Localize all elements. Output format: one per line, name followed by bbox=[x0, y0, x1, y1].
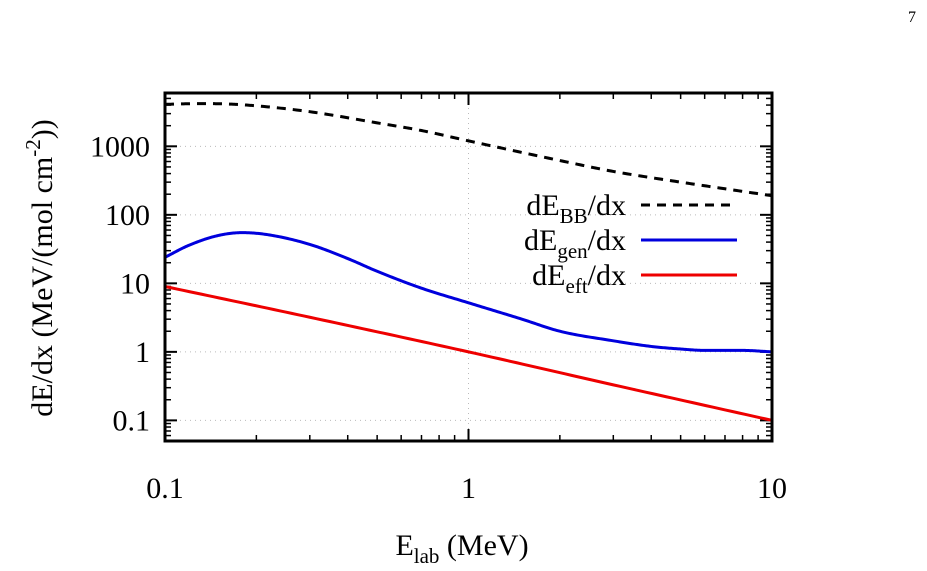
legend-label-sub: gen bbox=[557, 239, 588, 263]
legend-label-base: dE bbox=[526, 189, 559, 222]
y-axis-label-pre: dE/dx (MeV/(mol cm bbox=[26, 157, 59, 417]
x-axis-label-base: E bbox=[395, 529, 413, 562]
y-tick-label: 1 bbox=[135, 336, 150, 369]
legend-label-rest: /dx bbox=[588, 224, 626, 257]
y-axis-ticks: 0.1 1 10 100 1000 bbox=[90, 97, 772, 437]
y-tick-label: 1000 bbox=[90, 130, 150, 163]
y-axis-label-post: )) bbox=[26, 119, 59, 139]
series-group bbox=[164, 102, 773, 422]
legend-label-rest: /dx bbox=[588, 259, 626, 292]
plot-frame bbox=[163, 91, 774, 443]
x-tick-label: 0.1 bbox=[146, 472, 184, 505]
x-tick-label: 1 bbox=[461, 472, 476, 505]
legend-label-eft: dEeft/dx bbox=[532, 259, 626, 298]
page-number: 7 bbox=[908, 9, 916, 26]
x-axis-ticks: 0.1 1 10 bbox=[146, 93, 787, 505]
series-line-bb bbox=[164, 102, 773, 198]
x-axis-label-rest: (MeV) bbox=[439, 529, 528, 562]
y-axis-label: dE/dx (MeV/(mol cm-2)) bbox=[21, 119, 59, 416]
grid bbox=[164, 93, 773, 441]
y-axis-label-sup: -2 bbox=[21, 139, 45, 157]
x-axis-label: Elab (MeV) bbox=[395, 529, 528, 568]
y-tick-label: 100 bbox=[105, 199, 150, 232]
legend-label-sub: eft bbox=[566, 274, 588, 298]
x-tick-label: 10 bbox=[757, 472, 787, 505]
legend-label-gen: dEgen/dx bbox=[524, 224, 626, 263]
legend-label-bb: dEBB/dx bbox=[526, 189, 626, 228]
legend-label-base: dE bbox=[532, 259, 565, 292]
legend-label-sub: BB bbox=[560, 204, 588, 228]
series-line-gen bbox=[164, 231, 773, 354]
legend-label-base: dE bbox=[524, 224, 557, 257]
y-tick-label: 10 bbox=[120, 267, 150, 300]
series-line-eft bbox=[164, 285, 773, 422]
x-axis-label-sub: lab bbox=[414, 544, 440, 568]
y-tick-label: 0.1 bbox=[113, 404, 151, 437]
legend-label-rest: /dx bbox=[588, 189, 626, 222]
